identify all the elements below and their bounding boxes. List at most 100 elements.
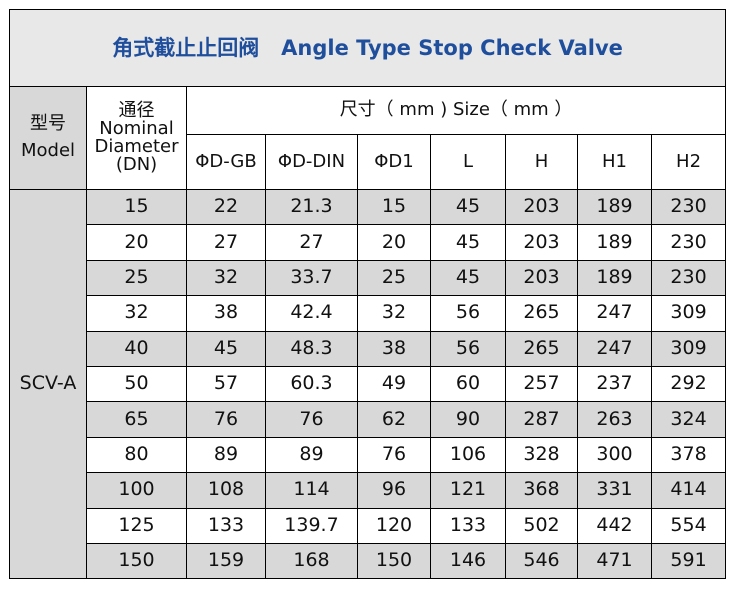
table-row: 50 57 60.3 49 60 257 237 292 [10,365,727,403]
column-header: L [430,134,506,190]
value-cell: 150 [357,542,431,580]
value-cell: 57 [186,365,266,403]
value-cell: 76 [186,401,266,438]
dn-cell: 80 [86,436,187,474]
model-cell: SCV-A [9,188,87,580]
dn-cell: 15 [86,188,187,226]
value-cell: 263 [577,401,652,438]
value-cell: 42.4 [265,295,358,332]
dn-header-en2: Diameter [94,136,179,157]
value-cell: 300 [577,436,652,474]
value-cell: 257 [505,365,578,403]
column-header: ΦD1 [357,134,431,190]
dn-cell: 65 [86,401,187,438]
value-cell: 45 [186,330,266,367]
value-cell: 247 [577,330,652,367]
table-row: 40 45 48.3 38 56 265 247 309 [10,330,727,367]
dn-header-en3: (DN) [115,154,158,175]
value-cell: 265 [505,295,578,332]
value-cell: 139.7 [265,507,358,544]
value-cell: 502 [505,507,578,544]
value-cell: 48.3 [265,330,358,367]
table-row: 100 108 114 96 121 368 331 414 [10,472,727,509]
model-header-cn: 型号 [30,113,66,135]
value-cell: 133 [430,507,506,544]
value-cell: 230 [650,259,727,297]
value-cell: 309 [650,295,727,332]
value-cell: 471 [577,542,652,580]
value-cell: 414 [650,472,727,509]
value-cell: 121 [430,472,506,509]
value-cell: 27 [186,224,266,261]
value-cell: 89 [265,436,358,474]
column-header: ΦD-DIN [265,134,358,190]
value-cell: 546 [505,542,578,580]
value-cell: 146 [430,542,506,580]
model-header: 型号 Model [9,86,87,190]
value-cell: 32 [357,295,431,332]
value-cell: 331 [577,472,652,509]
value-cell: 60.3 [265,365,358,403]
value-cell: 21.3 [265,188,358,226]
spec-table: 角式截止止回阀 Angle Type Stop Check Valve 型号 M… [8,9,727,580]
model-header-en: Model [20,140,76,161]
column-header: ΦD-GB [186,134,266,190]
table-row: 150 159 168 150 146 546 471 591 [10,542,727,580]
dn-cell: 150 [86,542,187,580]
size-header: 尺寸（ mm ) Size（ mm ） [185,86,727,135]
value-cell: 106 [430,436,506,474]
dn-cell: 125 [86,507,187,544]
value-cell: 22 [186,188,266,226]
dn-cell: 100 [86,472,187,509]
value-cell: 378 [650,436,727,474]
value-cell: 309 [650,330,727,367]
value-cell: 442 [577,507,652,544]
value-cell: 49 [357,365,431,403]
column-header: H1 [577,134,652,190]
column-header: H [505,134,578,190]
value-cell: 591 [650,542,727,580]
value-cell: 247 [577,295,652,332]
value-cell: 230 [650,224,727,261]
value-cell: 230 [650,188,727,226]
dn-cell: 32 [86,295,187,332]
value-cell: 90 [430,401,506,438]
value-cell: 27 [265,224,358,261]
value-cell: 76 [265,401,358,438]
table-row: 25 32 33.7 25 45 203 189 230 [10,259,727,297]
value-cell: 15 [357,188,431,226]
value-cell: 189 [577,224,652,261]
value-cell: 114 [265,472,358,509]
value-cell: 20 [357,224,431,261]
value-cell: 76 [357,436,431,474]
value-cell: 159 [186,542,266,580]
value-cell: 56 [430,295,506,332]
value-cell: 38 [186,295,266,332]
value-cell: 120 [357,507,431,544]
value-cell: 96 [357,472,431,509]
value-cell: 237 [577,365,652,403]
value-cell: 25 [357,259,431,297]
value-cell: 60 [430,365,506,403]
value-cell: 56 [430,330,506,367]
value-cell: 168 [265,542,358,580]
value-cell: 324 [650,401,727,438]
table-row: 80 89 89 76 106 328 300 378 [10,436,727,474]
value-cell: 45 [430,259,506,297]
value-cell: 368 [505,472,578,509]
dn-header-en1: Nominal [99,118,174,139]
value-cell: 265 [505,330,578,367]
value-cell: 203 [505,224,578,261]
value-cell: 203 [505,259,578,297]
value-cell: 554 [650,507,727,544]
value-cell: 38 [357,330,431,367]
value-cell: 133 [186,507,266,544]
value-cell: 45 [430,188,506,226]
table-row: 32 38 42.4 32 56 265 247 309 [10,295,727,332]
value-cell: 328 [505,436,578,474]
column-header: H2 [650,134,727,190]
table-row: 125 133 139.7 120 133 502 442 554 [10,507,727,544]
table-row: SCV-A 15 22 21.3 15 45 203 189 230 [9,188,727,580]
table-title: 角式截止止回阀 Angle Type Stop Check Valve [8,9,727,87]
dn-header: 通径 Nominal Diameter (DN) [86,86,187,190]
